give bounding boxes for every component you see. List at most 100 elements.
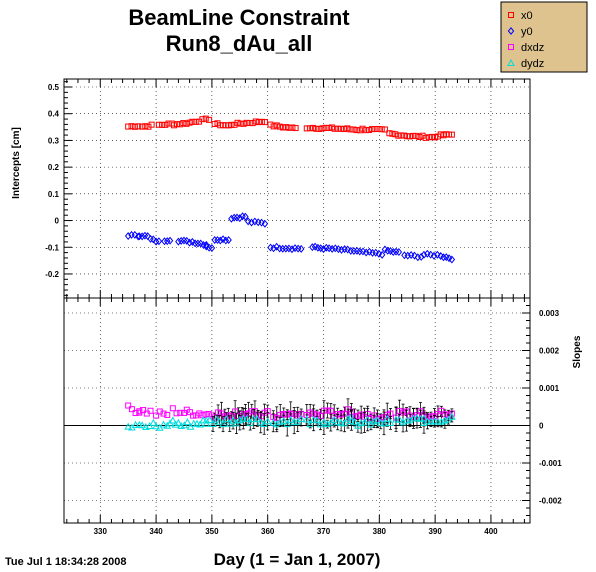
point-x0	[448, 131, 455, 138]
point-dxdz	[387, 410, 394, 417]
point-y0	[273, 242, 280, 251]
point-x0	[276, 123, 283, 130]
point-dydz	[193, 419, 201, 427]
point-dydz	[269, 418, 278, 426]
y-tick-label: 0	[539, 422, 544, 431]
point-y0	[261, 219, 269, 228]
point-y0	[434, 250, 441, 259]
point-dydz	[183, 418, 192, 426]
point-dydz	[246, 419, 255, 427]
point-dxdz	[193, 412, 200, 419]
series-x0	[125, 115, 455, 141]
point-y0	[161, 237, 168, 246]
point-x0	[292, 125, 299, 132]
point-x0	[306, 125, 313, 132]
point-dydz	[138, 421, 146, 429]
point-x0	[428, 133, 435, 140]
point-dydz	[202, 419, 211, 427]
timestamp: Tue Jul 1 18:34:28 2008	[5, 556, 126, 568]
series-y0	[124, 212, 456, 264]
point-x0	[313, 125, 320, 132]
point-y0	[344, 245, 351, 254]
point-dxdz	[225, 412, 232, 419]
point-dydz	[205, 415, 214, 424]
chart-title-line-2: Run8_dAu_all	[166, 31, 313, 56]
point-y0	[258, 218, 265, 227]
point-y0	[244, 217, 252, 226]
point-dydz	[215, 417, 224, 425]
point-x0	[283, 124, 290, 131]
point-dxdz	[128, 406, 135, 413]
point-x0	[258, 118, 265, 125]
point-dydz	[430, 417, 439, 425]
point-x0	[267, 121, 274, 128]
point-y0	[338, 245, 345, 254]
y-tick-label: -0.001	[539, 459, 562, 468]
point-y0	[230, 213, 238, 222]
legend-marker-y0	[507, 27, 515, 35]
point-x0	[249, 120, 256, 127]
point-x0	[240, 120, 247, 127]
legend-box	[500, 1, 588, 73]
point-y0	[236, 214, 244, 223]
point-dxdz	[169, 405, 176, 412]
x-axis-title: Day (1 = Jan 1, 2007)	[214, 550, 381, 569]
point-dxdz	[438, 407, 445, 414]
point-y0	[328, 244, 336, 253]
point-dydz	[229, 416, 237, 424]
point-x0	[183, 120, 190, 127]
point-x0	[189, 118, 196, 125]
point-dxdz	[173, 410, 180, 417]
point-x0	[159, 121, 166, 128]
point-dydz	[131, 420, 140, 428]
point-dydz	[373, 416, 382, 424]
point-y0	[166, 236, 174, 245]
x-tick-label: 390	[428, 527, 442, 536]
point-dydz	[383, 414, 392, 422]
point-dxdz	[132, 410, 139, 417]
point-dxdz	[242, 411, 249, 418]
point-dxdz	[307, 409, 314, 416]
point-x0	[289, 124, 296, 131]
point-y0	[183, 236, 191, 245]
point-x0	[243, 119, 250, 126]
point-y0	[175, 237, 182, 246]
point-dxdz	[251, 408, 258, 415]
point-x0	[162, 121, 169, 128]
point-y0	[448, 255, 456, 264]
point-y0	[417, 252, 425, 261]
x-tick-label: 380	[373, 527, 387, 536]
point-x0	[375, 125, 382, 132]
point-dydz	[286, 415, 295, 423]
point-y0	[440, 253, 447, 262]
point-dydz	[272, 420, 281, 428]
y-tick-label: -0.2	[45, 270, 59, 279]
point-dxdz	[228, 413, 235, 420]
point-dxdz	[232, 408, 239, 415]
point-dydz	[222, 415, 231, 423]
point-dydz	[239, 414, 248, 422]
point-y0	[208, 243, 216, 252]
point-x0	[407, 133, 414, 140]
point-x0	[280, 124, 287, 131]
point-dxdz	[160, 410, 167, 417]
point-y0	[164, 237, 171, 246]
point-dydz	[434, 417, 442, 425]
point-y0	[155, 237, 163, 246]
point-dydz	[263, 417, 272, 425]
point-dydz	[302, 415, 311, 423]
point-x0	[135, 123, 142, 130]
y-tick-label: 0.5	[48, 83, 60, 92]
point-x0	[170, 122, 177, 129]
point-x0	[125, 123, 132, 130]
point-y0	[427, 250, 434, 259]
point-x0	[378, 126, 385, 133]
point-y0	[362, 248, 370, 257]
point-x0	[206, 116, 213, 123]
legend: x0 y0 dxdz dydz	[500, 1, 588, 73]
point-y0	[186, 238, 193, 247]
x-tick-label: 350	[205, 527, 219, 536]
point-x0	[286, 124, 293, 131]
point-dydz	[279, 416, 288, 424]
